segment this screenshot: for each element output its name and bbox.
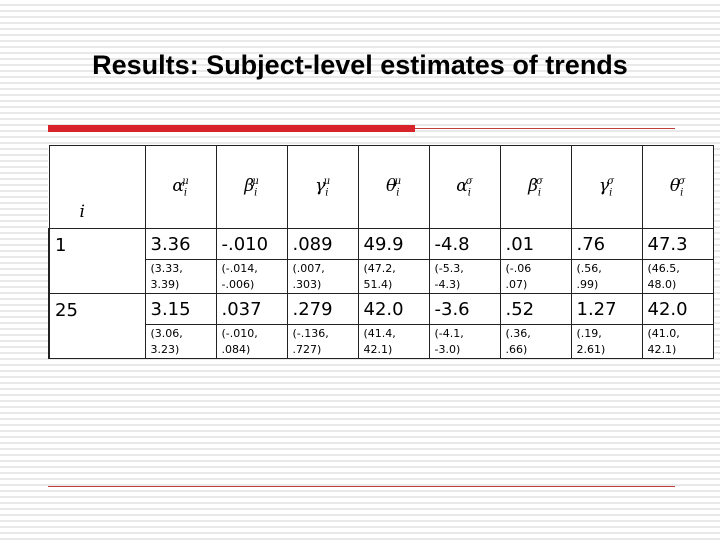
symbol: β bbox=[528, 175, 538, 196]
interval: (46.5, 48.0) bbox=[647, 261, 680, 291]
interval: (-.06 .07) bbox=[505, 261, 532, 291]
estimate: -.010 bbox=[215, 228, 288, 260]
interval-cell: (41.4, 42.1) bbox=[357, 324, 430, 359]
interval-row: (3.33, 3.39) (-.014, -.006) (.007, .303) (4… bbox=[49, 259, 714, 294]
interval-cell: (.19, 2.61) bbox=[570, 324, 643, 359]
interval-cell: (-.014, -.006) bbox=[215, 259, 288, 294]
interval-row: (3.06, 3.23) (-.010, .084) (-.136, .727) (4… bbox=[49, 324, 714, 359]
estimate: .089 bbox=[286, 228, 359, 260]
interval-cell: (.56, .99) bbox=[570, 259, 643, 294]
interval: (.36, .66) bbox=[505, 326, 531, 356]
title-rule-thin bbox=[415, 128, 675, 129]
superscript: σ bbox=[465, 176, 473, 188]
symbol: α bbox=[456, 175, 468, 196]
subscript: i bbox=[537, 187, 542, 199]
symbol: θ bbox=[669, 175, 681, 196]
column-header: αiσ bbox=[428, 145, 501, 229]
interval-cell: (3.06, 3.23) bbox=[144, 324, 217, 359]
interval: (.56, .99) bbox=[576, 261, 602, 291]
interval-cell: (3.33, 3.39) bbox=[144, 259, 217, 294]
superscript: σ bbox=[607, 176, 615, 188]
symbol: α bbox=[172, 175, 184, 196]
column-header: θiμ bbox=[357, 145, 430, 229]
superscript: σ bbox=[678, 176, 686, 188]
corner-cell: i bbox=[48, 145, 146, 229]
estimate: .76 bbox=[570, 228, 643, 260]
subscript: i bbox=[254, 187, 258, 199]
interval-cell: (47.2, 51.4) bbox=[357, 259, 430, 294]
interval-cell: (.36, .66) bbox=[499, 324, 572, 359]
estimate: .037 bbox=[215, 293, 288, 325]
superscript: σ bbox=[536, 176, 543, 188]
symbol: β bbox=[244, 175, 255, 196]
interval: (-.014, -.006) bbox=[221, 261, 258, 291]
row-label: 25 bbox=[48, 293, 146, 359]
interval: (-.010, .084) bbox=[221, 326, 258, 356]
interval: (41.0, 42.1) bbox=[647, 326, 680, 356]
subscript: i bbox=[183, 187, 188, 199]
column-header: θiσ bbox=[641, 145, 714, 229]
superscript: μ bbox=[252, 176, 259, 188]
estimate: 3.15 bbox=[144, 293, 217, 325]
subscript: i bbox=[467, 187, 471, 199]
estimate: 42.0 bbox=[641, 293, 714, 325]
interval: (.19, 2.61) bbox=[576, 326, 606, 356]
estimate: .01 bbox=[499, 228, 572, 260]
interval: (.007, .303) bbox=[292, 261, 325, 291]
superscript: μ bbox=[182, 176, 189, 188]
estimate-row: 25 3.15.037.279 42.0 -3.6.52 1.27 42.0 bbox=[48, 293, 714, 359]
subscript: i bbox=[325, 187, 329, 199]
superscript: μ bbox=[323, 176, 330, 188]
header-row: i αiμ βiμ γiμ θiμ αiσ βiσ γiσ θiσ bbox=[48, 145, 714, 229]
estimate: -4.8 bbox=[428, 228, 501, 260]
interval: (3.06, 3.23) bbox=[150, 326, 183, 356]
interval-cell: (41.0, 42.1) bbox=[641, 324, 714, 359]
subscript: i bbox=[680, 187, 684, 199]
estimate: 49.9 bbox=[357, 228, 430, 260]
estimate: .279 bbox=[286, 293, 359, 325]
interval-cell: (46.5, 48.0) bbox=[641, 259, 714, 294]
column-header: βiμ bbox=[215, 145, 288, 229]
row-label: 1 bbox=[48, 228, 146, 294]
interval-cell: (.007, .303) bbox=[286, 259, 359, 294]
interval: (3.33, 3.39) bbox=[150, 261, 183, 291]
interval: (41.4, 42.1) bbox=[363, 326, 396, 356]
estimate: 3.36 bbox=[144, 228, 217, 260]
interval-cell: (-.010, .084) bbox=[215, 324, 288, 359]
interval-cell: (-.06 .07) bbox=[499, 259, 572, 294]
interval: (-4.1, -3.0) bbox=[434, 326, 464, 356]
estimate: .52 bbox=[499, 293, 572, 325]
subscript: i bbox=[396, 187, 400, 199]
estimate: 47.3 bbox=[641, 228, 714, 260]
interval: (-5.3, -4.3) bbox=[434, 261, 464, 291]
interval: (47.2, 51.4) bbox=[363, 261, 396, 291]
column-header: γiμ bbox=[286, 145, 359, 229]
interval-cell: (-.136, .727) bbox=[286, 324, 359, 359]
symbol: θ bbox=[386, 175, 397, 196]
bottom-rule bbox=[48, 486, 675, 487]
slide-title: Results: Subject-level estimates of tren… bbox=[92, 50, 628, 80]
corner-label: i bbox=[79, 202, 85, 222]
estimate: 42.0 bbox=[357, 293, 430, 325]
subscript: i bbox=[609, 187, 613, 199]
title-rule bbox=[48, 125, 415, 132]
estimate: -3.6 bbox=[428, 293, 501, 325]
estimate: 1.27 bbox=[570, 293, 643, 325]
estimate-row: 1 3.36 -.010.089 49.9 -4.8.01.76 47.3 bbox=[48, 228, 714, 294]
results-table: i αiμ βiμ γiμ θiμ αiσ βiσ γiσ θiσ 1 3.36 -.010.089 4… bbox=[48, 145, 714, 359]
column-header: βiσ bbox=[499, 145, 572, 229]
column-header: γiσ bbox=[570, 145, 643, 229]
superscript: μ bbox=[394, 176, 401, 188]
symbol: γ bbox=[315, 175, 326, 196]
column-header: αiμ bbox=[144, 145, 217, 229]
interval: (-.136, .727) bbox=[292, 326, 329, 356]
interval-cell: (-5.3, -4.3) bbox=[428, 259, 501, 294]
symbol: γ bbox=[598, 175, 610, 196]
interval-cell: (-4.1, -3.0) bbox=[428, 324, 501, 359]
